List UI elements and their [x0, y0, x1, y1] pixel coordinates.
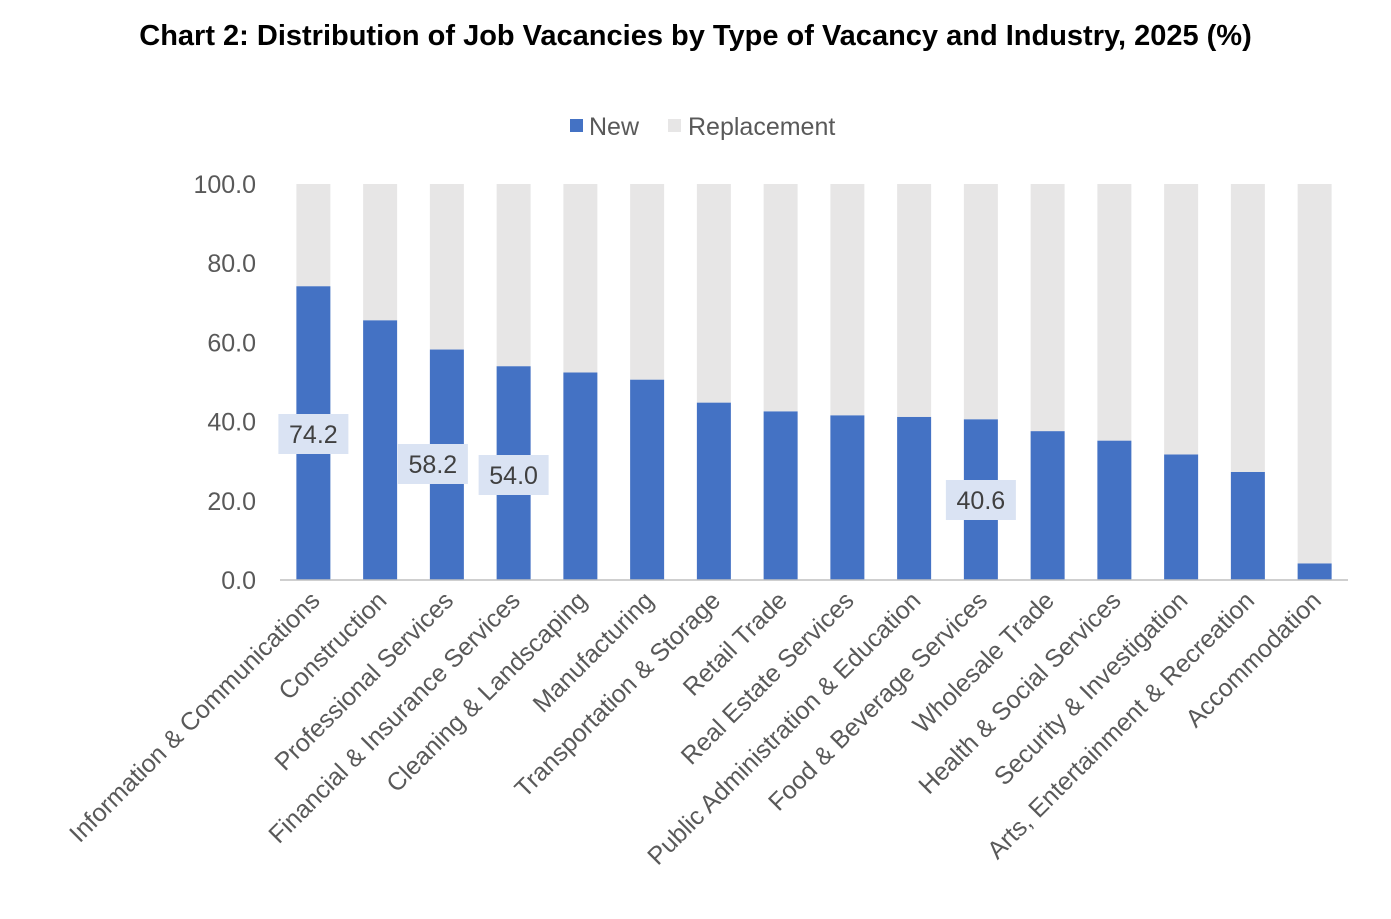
data-label-box — [945, 480, 1016, 520]
y-tick-label: 100.0 — [193, 171, 256, 199]
legend-label-replacement: Replacement — [688, 113, 835, 141]
legend-swatch-new — [570, 119, 583, 132]
y-tick-label: 0.0 — [221, 567, 256, 595]
bar-new — [1164, 454, 1199, 580]
x-axis: Information & CommunicationsConstruction… — [64, 586, 1327, 870]
bar-new — [897, 416, 932, 580]
bar-new — [630, 379, 665, 580]
bar-new — [1297, 563, 1332, 580]
data-label-box — [397, 444, 468, 484]
bar-replacement — [1030, 184, 1065, 432]
data-label: 74.2 — [278, 414, 349, 454]
data-label: 40.6 — [945, 480, 1016, 520]
bar-new — [696, 402, 731, 580]
legend: New Replacement — [570, 113, 835, 141]
bar-replacement — [963, 184, 998, 420]
bars — [296, 184, 1332, 580]
bar-replacement — [496, 184, 531, 367]
bar-replacement — [296, 184, 331, 287]
data-label-text: 40.6 — [957, 487, 1006, 515]
bar-replacement — [429, 184, 464, 350]
data-label-text: 58.2 — [409, 451, 458, 479]
y-tick-label: 20.0 — [207, 488, 256, 516]
bar-replacement — [897, 184, 932, 417]
y-tick-label: 60.0 — [207, 329, 256, 357]
bar-replacement — [1297, 184, 1332, 564]
bar-replacement — [563, 184, 598, 373]
bar-new — [363, 320, 398, 580]
legend-label-new: New — [589, 113, 640, 141]
bar-new — [763, 411, 798, 580]
y-tick-label: 80.0 — [207, 250, 256, 278]
bar-replacement — [763, 184, 798, 412]
y-tick-label: 40.0 — [207, 409, 256, 437]
bar-new — [1230, 471, 1265, 580]
bar-new — [830, 415, 865, 580]
bar-new — [563, 372, 598, 580]
bar-replacement — [630, 184, 665, 380]
data-label-text: 54.0 — [489, 462, 538, 490]
bar-new — [1030, 431, 1065, 580]
bar-replacement — [696, 184, 731, 403]
data-label-box — [278, 414, 349, 454]
y-axis: 0.0 20.0 40.0 60.0 80.0 100.0 — [193, 171, 256, 595]
data-labels: 74.2 58.2 54.0 40.6 — [278, 414, 1016, 520]
bar-replacement — [1164, 184, 1199, 455]
bar-replacement — [830, 184, 865, 416]
data-label-text: 74.2 — [289, 421, 338, 449]
data-label: 58.2 — [397, 444, 468, 484]
bar-replacement — [363, 184, 398, 321]
bar-new — [1097, 440, 1132, 580]
bar-replacement — [1230, 184, 1265, 472]
bar-replacement — [1097, 184, 1132, 441]
data-label: 54.0 — [478, 455, 549, 495]
legend-swatch-replacement — [668, 119, 681, 132]
chart-title: Chart 2: Distribution of Job Vacancies b… — [139, 20, 1252, 52]
data-label-box — [478, 455, 549, 495]
